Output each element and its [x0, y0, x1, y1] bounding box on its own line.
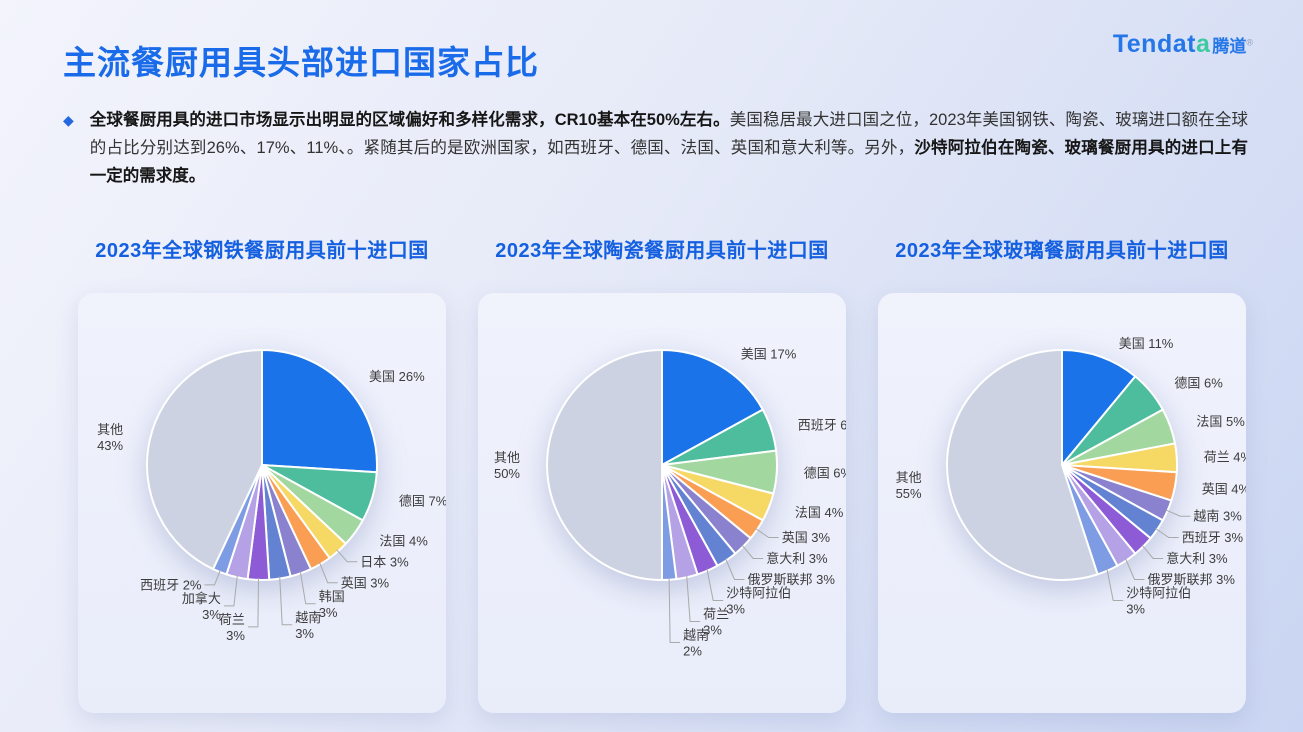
- pie-leader-line: [1106, 568, 1124, 601]
- pie-leader-line: [299, 571, 316, 605]
- pie-label: 法国 4%: [795, 505, 844, 520]
- pie-slice: [946, 349, 1099, 581]
- pie-label: 俄罗斯联邦 3%: [1148, 572, 1236, 587]
- pie-leader-line: [279, 576, 293, 626]
- pie-ceramic-svg: 美国 17% 西班牙 6% 德国 6% 法国 4% 英国 3% 意大利 3% 俄罗斯联邦 3…: [494, 347, 846, 659]
- summary-segment: 全球餐厨用具的进口市场显示出明显的区域偏好和多样化需求，CR10基本在50%左右…: [89, 111, 730, 129]
- pie-label: 荷兰 3%: [219, 612, 245, 643]
- pie-label: 韩国 3%: [319, 589, 345, 620]
- chart-title-steel: 2023年全球钢铁餐厨用具前十进口国: [95, 240, 429, 262]
- logo-chinese: 腾道: [1212, 37, 1247, 56]
- pie-label: 越南 2%: [683, 628, 709, 659]
- pie-label: 意大利 3%: [766, 551, 828, 566]
- chart-card-steel: 美国 26% 德国 7% 法国 4% 日本 3% 英国 3% 韩国 3% 越南 3% 其他 43% 西…: [78, 293, 446, 713]
- pie-slice: [661, 349, 764, 466]
- pie-slice: [261, 349, 378, 474]
- summary-segment: 美国稳居最大进口国之位，2023年美国钢铁、陶瓷、玻璃进口额在全球的占比分别达到…: [89, 111, 1248, 157]
- pie-label: 其他 50%: [494, 450, 520, 481]
- tendata-logo: Tendata 腾道®: [1113, 30, 1253, 59]
- pie-leader-line: [336, 549, 358, 563]
- pie-leader-line: [1141, 544, 1164, 559]
- pie-label: 西班牙 2%: [140, 577, 202, 592]
- pie-leader-line: [319, 562, 338, 584]
- pie-leader-line: [204, 569, 221, 586]
- pie-label: 沙特阿拉伯 3%: [1126, 586, 1191, 617]
- pie-label: 加拿大 3%: [182, 591, 221, 622]
- pie-label: 西班牙 3%: [1182, 530, 1244, 545]
- chart-card-glass: 美国 11% 德国 6% 法国 5% 荷兰 4% 英国 4% 越南 3% 西班牙 3% 意大利…: [878, 293, 1246, 713]
- pie-leader-line: [706, 568, 724, 601]
- pie-slice: [146, 349, 263, 571]
- pie-label: 法国 4%: [379, 533, 428, 548]
- pie-leader-line: [247, 577, 259, 628]
- charts-row: 2023年全球钢铁餐厨用具前十进口国 美国 26% 德国 7% 法国 4% 日本 3%…: [78, 234, 1246, 713]
- pie-leader-line: [1165, 509, 1191, 517]
- pie-label: 德国 7%: [399, 494, 446, 509]
- registered-mark-icon: ®: [1246, 37, 1253, 48]
- logo-accent-letter: a: [1195, 30, 1211, 58]
- pie-label: 其他 55%: [896, 470, 922, 501]
- chart-title-glass: 2023年全球玻璃餐厨用具前十进口国: [895, 240, 1229, 262]
- pie-label: 其他 43%: [97, 422, 123, 453]
- pie-leader-line: [668, 577, 681, 643]
- pie-label: 越南 3%: [1193, 509, 1242, 524]
- pie-label: 日本 3%: [360, 554, 409, 569]
- pie-label: 美国 11%: [1119, 336, 1174, 351]
- pie-label: 美国 26%: [369, 369, 425, 384]
- pie-label: 意大利 3%: [1166, 551, 1228, 566]
- summary-text: 全球餐厨用具的进口市场显示出明显的区域偏好和多样化需求，CR10基本在50%左右…: [90, 106, 1248, 190]
- pie-leader-line: [1155, 528, 1179, 538]
- pie-leader-line: [741, 544, 764, 559]
- pie-label: 越南 3%: [295, 610, 321, 641]
- pie-leader-line: [755, 528, 779, 538]
- logo-text: Tendat: [1112, 30, 1196, 58]
- pie-label: 俄罗斯联邦 3%: [748, 572, 836, 587]
- chart-card-ceramic: 美国 17% 西班牙 6% 德国 6% 法国 4% 英国 3% 意大利 3% 俄罗斯联邦 3…: [478, 293, 846, 713]
- pie-leader-line: [1125, 558, 1145, 580]
- chart-ceramic: 2023年全球陶瓷餐厨用具前十进口国 美国 17% 西班牙 6% 德国 6% 法国 4…: [478, 234, 846, 713]
- pie-label: 荷兰 3%: [703, 607, 729, 638]
- pie-slice: [546, 349, 663, 581]
- pie-leader-line: [686, 575, 701, 622]
- pie-label: 西班牙 6%: [798, 418, 846, 433]
- chart-glass: 2023年全球玻璃餐厨用具前十进口国 美国 11% 德国 6% 法国 5% 荷兰 4%…: [878, 234, 1246, 713]
- pie-leader-line: [223, 575, 238, 607]
- page-title: 主流餐厨用具头部进口国家占比: [63, 44, 539, 81]
- chart-title-ceramic: 2023年全球陶瓷餐厨用具前十进口国: [495, 240, 829, 262]
- pie-glass-svg: 美国 11% 德国 6% 法国 5% 荷兰 4% 英国 4% 越南 3% 西班牙 3% 意大利…: [896, 336, 1246, 617]
- pie-leader-line: [725, 558, 745, 580]
- pie-label: 沙特阿拉伯 3%: [726, 586, 791, 617]
- logo-wordmark: Tendata: [1113, 30, 1211, 58]
- pie-label: 法国 5%: [1196, 414, 1245, 429]
- pie-steel-svg: 美国 26% 德国 7% 法国 4% 日本 3% 英国 3%韩国 3%越南 3% 其他 43% 西…: [97, 349, 446, 643]
- pie-slice: [1061, 349, 1137, 466]
- chart-steel: 2023年全球钢铁餐厨用具前十进口国 美国 26% 德国 7% 法国 4% 日本 3%…: [78, 234, 446, 713]
- pie-label: 英国 4%: [1202, 482, 1246, 497]
- pie-label: 美国 17%: [741, 347, 797, 362]
- pie-label: 德国 6%: [804, 466, 846, 481]
- summary-bullet: ◆ 全球餐厨用具的进口市场显示出明显的区域偏好和多样化需求，CR10基本在50%…: [63, 106, 1248, 190]
- pie-label: 英国 3%: [341, 575, 390, 590]
- summary-segment: 沙特阿拉伯在陶瓷、玻璃餐厨用具的进口上有一定的需求度。: [89, 139, 1248, 185]
- pie-label: 荷兰 4%: [1204, 449, 1246, 464]
- pie-label: 德国 6%: [1174, 375, 1223, 390]
- pie-label: 英国 3%: [782, 530, 831, 545]
- diamond-bullet-icon: ◆: [63, 112, 74, 128]
